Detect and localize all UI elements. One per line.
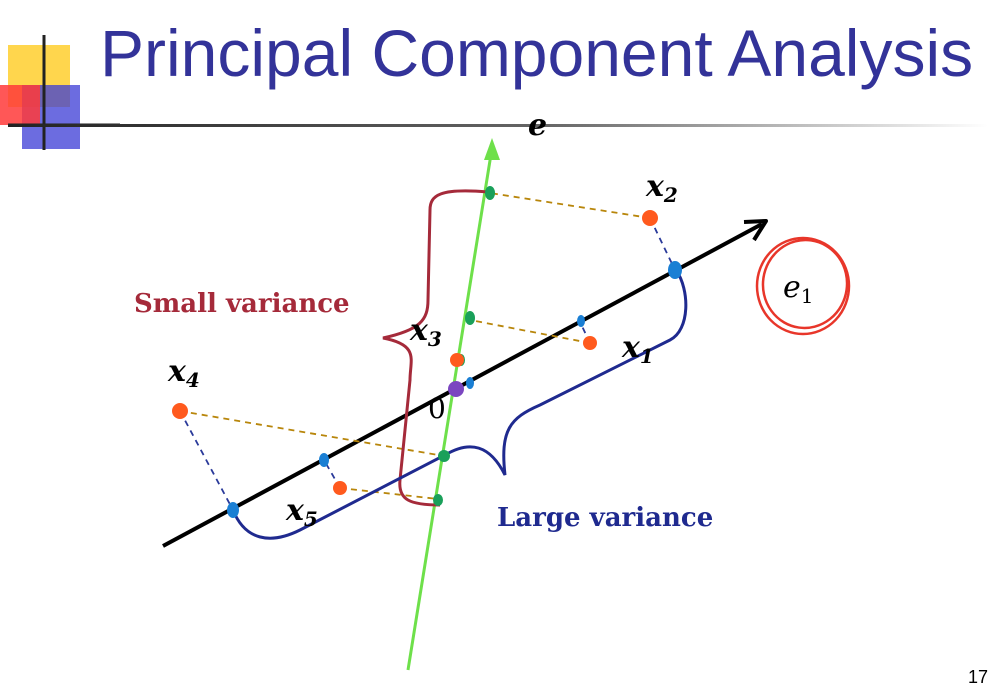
origin-point xyxy=(448,381,464,397)
label-x3: x3 xyxy=(409,313,442,351)
label-e1: e1 xyxy=(783,270,814,308)
label-e: e xyxy=(528,108,547,143)
data-point-x4 xyxy=(172,403,188,419)
data-point-x5 xyxy=(333,481,347,495)
principal-axis-e xyxy=(406,138,500,671)
label-x4: x4 xyxy=(167,354,200,392)
label-x5: x5 xyxy=(285,493,318,531)
blue-projection-points xyxy=(227,261,682,518)
e1-circle-annotation xyxy=(755,236,851,336)
large-variance-brace xyxy=(231,269,688,540)
label-x1: x1 xyxy=(621,330,654,368)
data-point-x2 xyxy=(642,210,658,226)
data-points xyxy=(172,210,658,495)
green-projection-points xyxy=(433,186,495,506)
label-origin: 0 xyxy=(428,392,446,425)
page-number: 17 xyxy=(967,667,988,687)
data-point-x1 xyxy=(583,336,597,350)
slide-title: Principal Component Analysis xyxy=(100,16,974,90)
title-underline xyxy=(8,124,988,127)
label-x2: x2 xyxy=(645,169,678,207)
data-point-x3 xyxy=(450,353,464,367)
small-variance-brace xyxy=(382,189,489,507)
small-variance-label: Small variance xyxy=(134,289,350,319)
large-variance-label: Large variance xyxy=(497,503,713,533)
